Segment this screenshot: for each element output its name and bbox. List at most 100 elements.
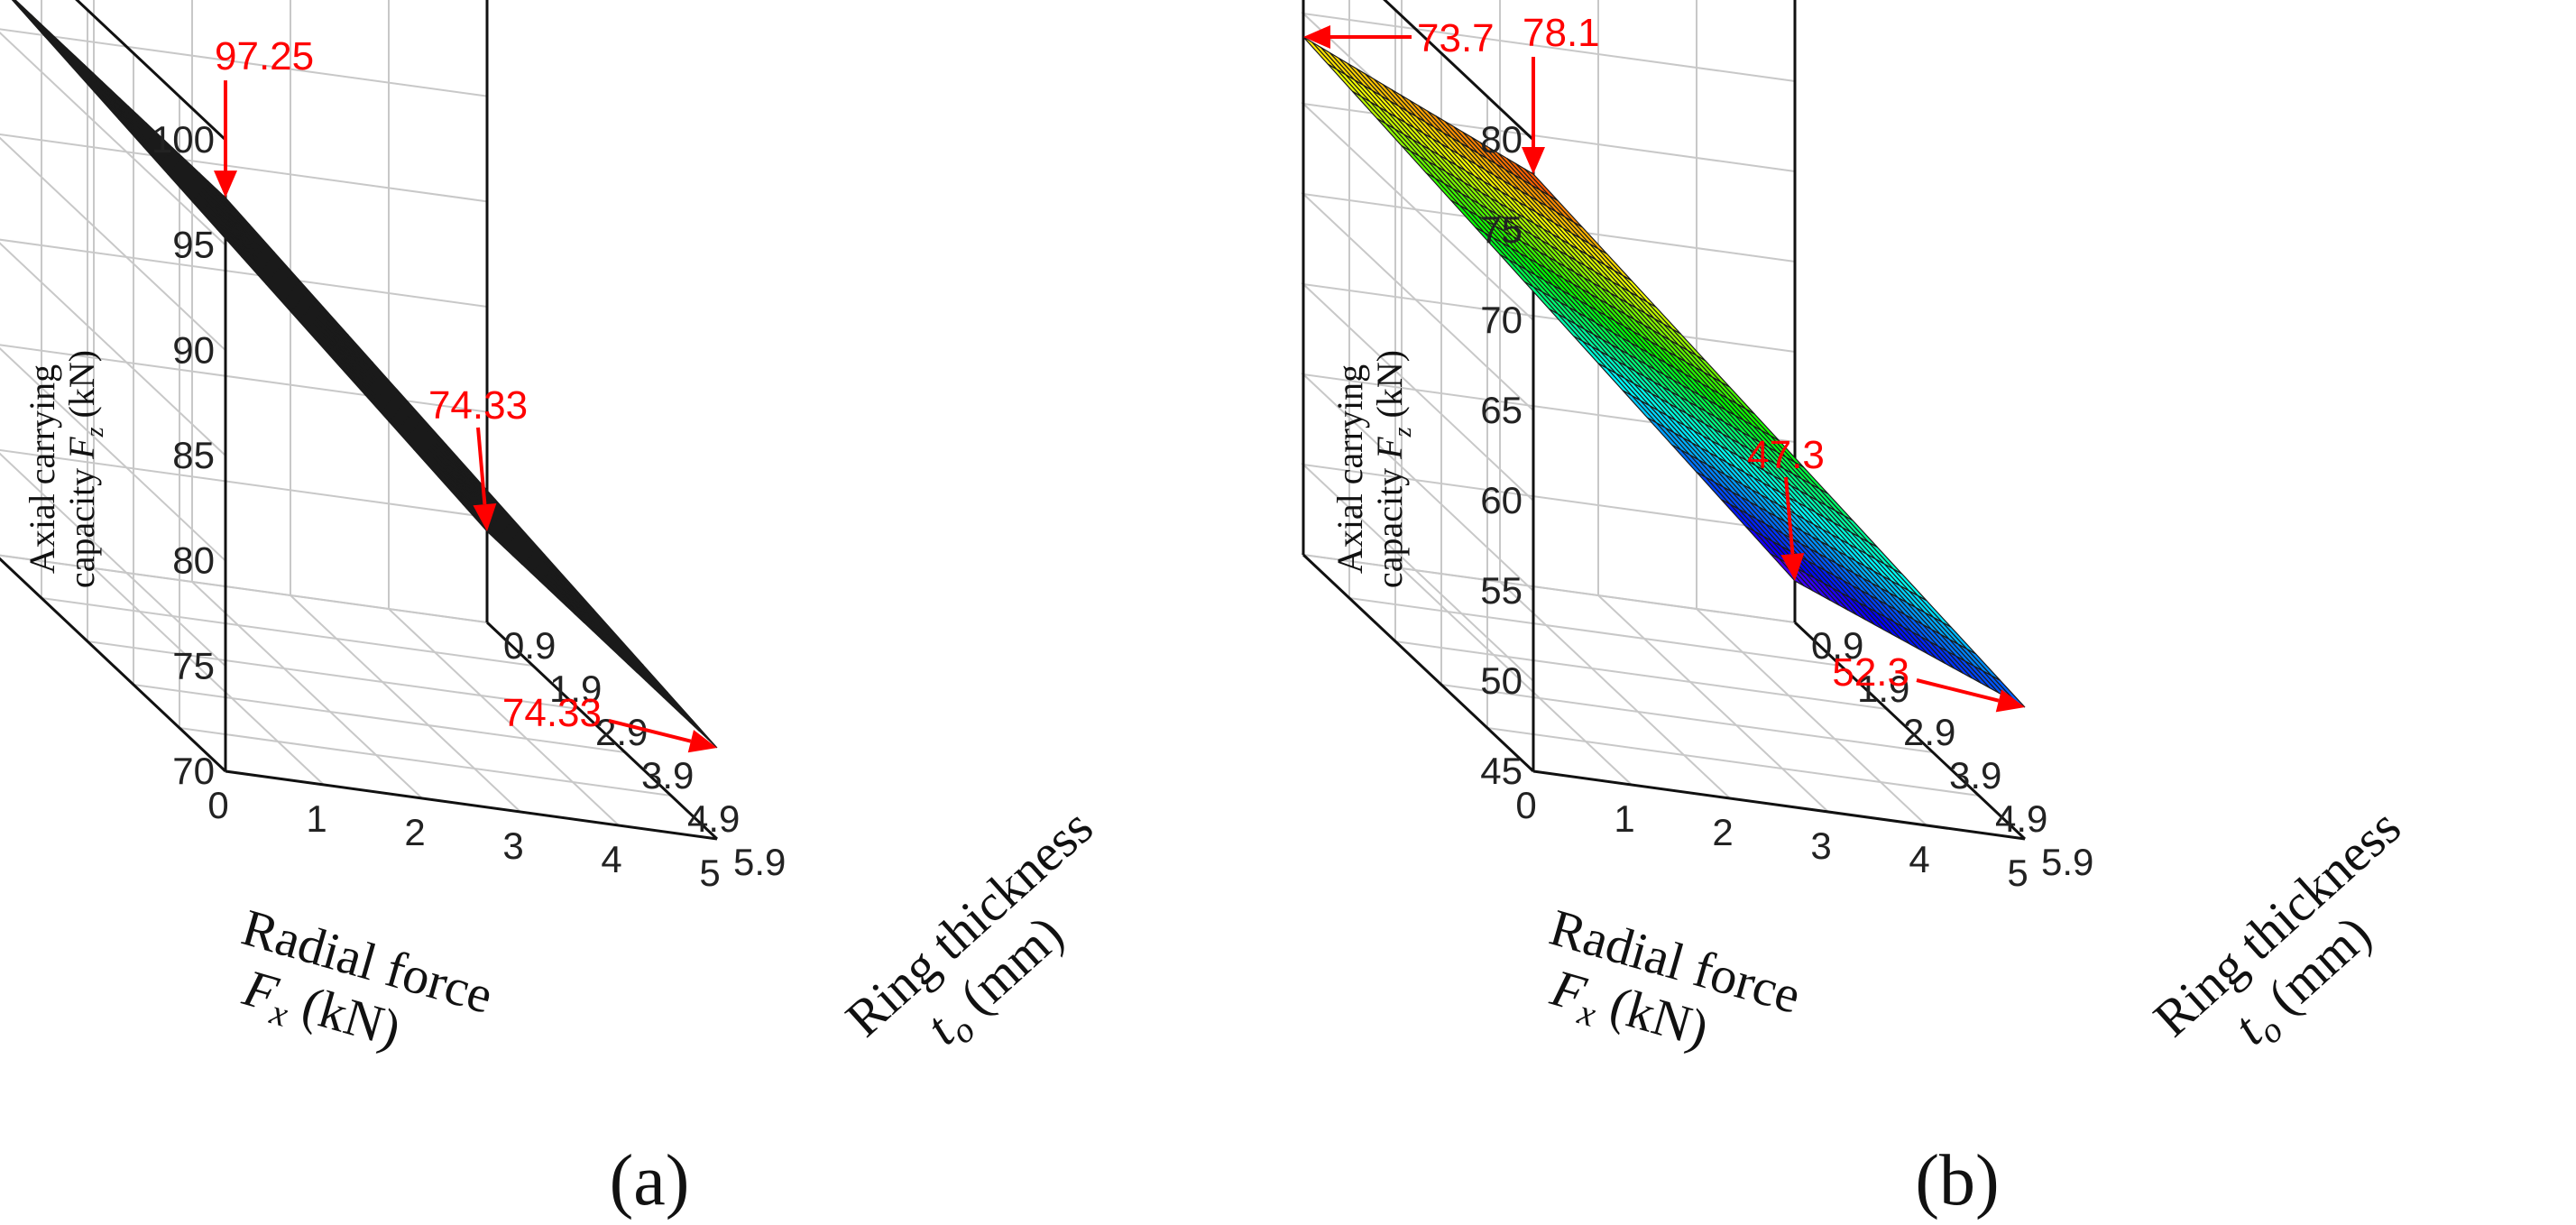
z-tick-label: 85: [172, 434, 215, 476]
z-tick-label: 70: [172, 750, 215, 792]
t-floor-grid-line: [41, 597, 534, 667]
z-grid-line: [0, 238, 488, 456]
fx-tick-label: 1: [1614, 797, 1634, 840]
z-tick-label: 75: [172, 644, 215, 686]
t-floor-grid-line: [133, 684, 626, 753]
t-floor-grid-line: [0, 554, 488, 623]
annotation-arrow-head: [1303, 25, 1330, 49]
fx-tick-label: 1: [306, 797, 327, 840]
fx-floor-grid-line: [93, 567, 325, 786]
t-tick-label: 1.9: [549, 668, 602, 710]
annotation-label: 74.33: [502, 691, 602, 735]
z-tick-label: 50: [1480, 659, 1523, 702]
annotation-arrow-line: [608, 719, 692, 743]
axis-edge: [75, 0, 227, 142]
fx-floor-grid-line: [290, 594, 521, 813]
annotation-arrow-line: [1784, 476, 1795, 555]
annotation-arrow-line: [1916, 678, 2000, 703]
axis-edge: [1383, 0, 1535, 142]
axis-edge: [1302, 553, 1535, 773]
annotation-label: 78.1: [1523, 11, 1600, 55]
t-tick-label: 0.9: [503, 624, 556, 667]
z-axis-label-line1: Axial carrying: [1329, 364, 1370, 574]
annotation-arrow-head: [687, 730, 717, 753]
annotation-arrow-head: [1522, 147, 1545, 174]
t-tick-label: 4.9: [1995, 797, 2047, 840]
t-tick-label: 1.9: [1857, 668, 1909, 710]
axis-edge: [0, 557, 227, 773]
z-tick-label: 90: [172, 328, 215, 371]
fx-tick-label: 0: [207, 784, 228, 826]
t-tick-label: 2.9: [1903, 711, 1955, 753]
surface-mesh: [11, 0, 718, 749]
z-tick-label: 45: [1480, 750, 1523, 792]
z-grid-line: [0, 134, 488, 352]
z-tick-label: 65: [1480, 389, 1523, 431]
fx-tick-label: 3: [1810, 824, 1831, 867]
annotation-arrow-line: [476, 427, 487, 505]
axis-edge: [1532, 769, 2026, 841]
z-tick-label: 95: [172, 224, 215, 266]
annotation-label: 97.25: [109, 0, 208, 5]
t-tick-label: 5.9: [733, 841, 786, 883]
t-floor-grid-line: [1486, 727, 1980, 797]
axis-edge: [1793, 621, 2027, 841]
panel-label: (b): [1915, 1141, 1999, 1220]
panel-label: (a): [610, 1141, 690, 1220]
t-tick-label: 4.9: [687, 797, 740, 840]
annotation-arrow-head: [1780, 552, 1805, 581]
z-tick-label: 80: [172, 539, 215, 582]
t-tick-label: 3.9: [641, 754, 694, 797]
t-floor-grid-line: [1440, 684, 1934, 753]
fx-floor-grid-line: [1499, 581, 1731, 799]
fx-floor-grid-line: [1696, 608, 1927, 826]
z-axis-label-line1: Axial carrying: [22, 364, 62, 574]
z-tick-label: 75: [1480, 208, 1523, 251]
fx-tick-label: 5: [2007, 852, 2028, 894]
annotation-label: 74.33: [428, 383, 528, 428]
annotation-label: 47.3: [1747, 433, 1825, 477]
t-axis-label: Ring thicknessto (mm): [834, 797, 1148, 1098]
z-grid-line: [0, 449, 488, 668]
z-grid-line: [0, 344, 488, 562]
z-tick-label: 70: [1480, 299, 1523, 341]
annotation-label: 52.3: [1832, 650, 1909, 695]
t-tick-label: 0.9: [1811, 624, 1863, 667]
z-axis-label-line2: capacity Fz (kN): [61, 350, 109, 588]
fx-floor-grid-line: [1401, 567, 1633, 786]
fx-tick-label: 4: [1909, 838, 1929, 880]
axis-edge: [225, 769, 718, 841]
t-floor-grid-line: [1302, 554, 1796, 623]
annotation-arrow-head: [1995, 689, 2025, 713]
z-tick-label: 60: [1480, 479, 1523, 521]
surface-mesh: [1302, 36, 2026, 708]
t-floor-grid-line: [87, 640, 580, 710]
axis-edge: [485, 621, 719, 841]
annotation-arrow-head: [473, 502, 497, 531]
annotation-label: 73.7: [1417, 16, 1495, 60]
t-tick-label: 3.9: [1949, 754, 2001, 797]
fx-tick-label: 2: [404, 811, 425, 853]
z-axis-label: Axial carryingcapacity Fz (kN): [1329, 350, 1417, 588]
fx-floor-grid-line: [388, 608, 620, 826]
annotations: 78.1 73.7 47.3 52.3: [1303, 11, 2025, 713]
chart-panel-a: 70 75 80 85 90 95 100 0 1 2 3 4 5 0.91.92.93.94.95.9 A…: [0, 0, 1148, 1220]
fx-tick-label: 2: [1712, 811, 1733, 853]
fx-axis-label: Radial forceFx (kN): [218, 898, 500, 1087]
annotations: 97.25 97.25 74.33 74.33: [109, 0, 717, 753]
z-tick-label: 55: [1480, 569, 1523, 612]
t-axis-label: Ring thicknessto (mm): [2142, 797, 2456, 1098]
fx-floor-grid-line: [1597, 594, 1829, 813]
t-tick-label: 2.9: [595, 711, 648, 753]
z-axis-label-line2: capacity Fz (kN): [1369, 350, 1417, 588]
tick-labels: 70 75 80 85 90 95 100 0 1 2 3 4 5 0.91.92.93.94.95.9: [152, 118, 786, 894]
t-floor-grid-line: [179, 727, 672, 797]
z-tick-label: 80: [1480, 118, 1523, 161]
fx-tick-label: 4: [601, 838, 621, 880]
fx-floor-grid-line: [191, 581, 423, 799]
annotation-arrow-head: [214, 170, 237, 198]
z-grid-line: [0, 28, 488, 246]
fx-tick-label: 5: [699, 852, 720, 894]
